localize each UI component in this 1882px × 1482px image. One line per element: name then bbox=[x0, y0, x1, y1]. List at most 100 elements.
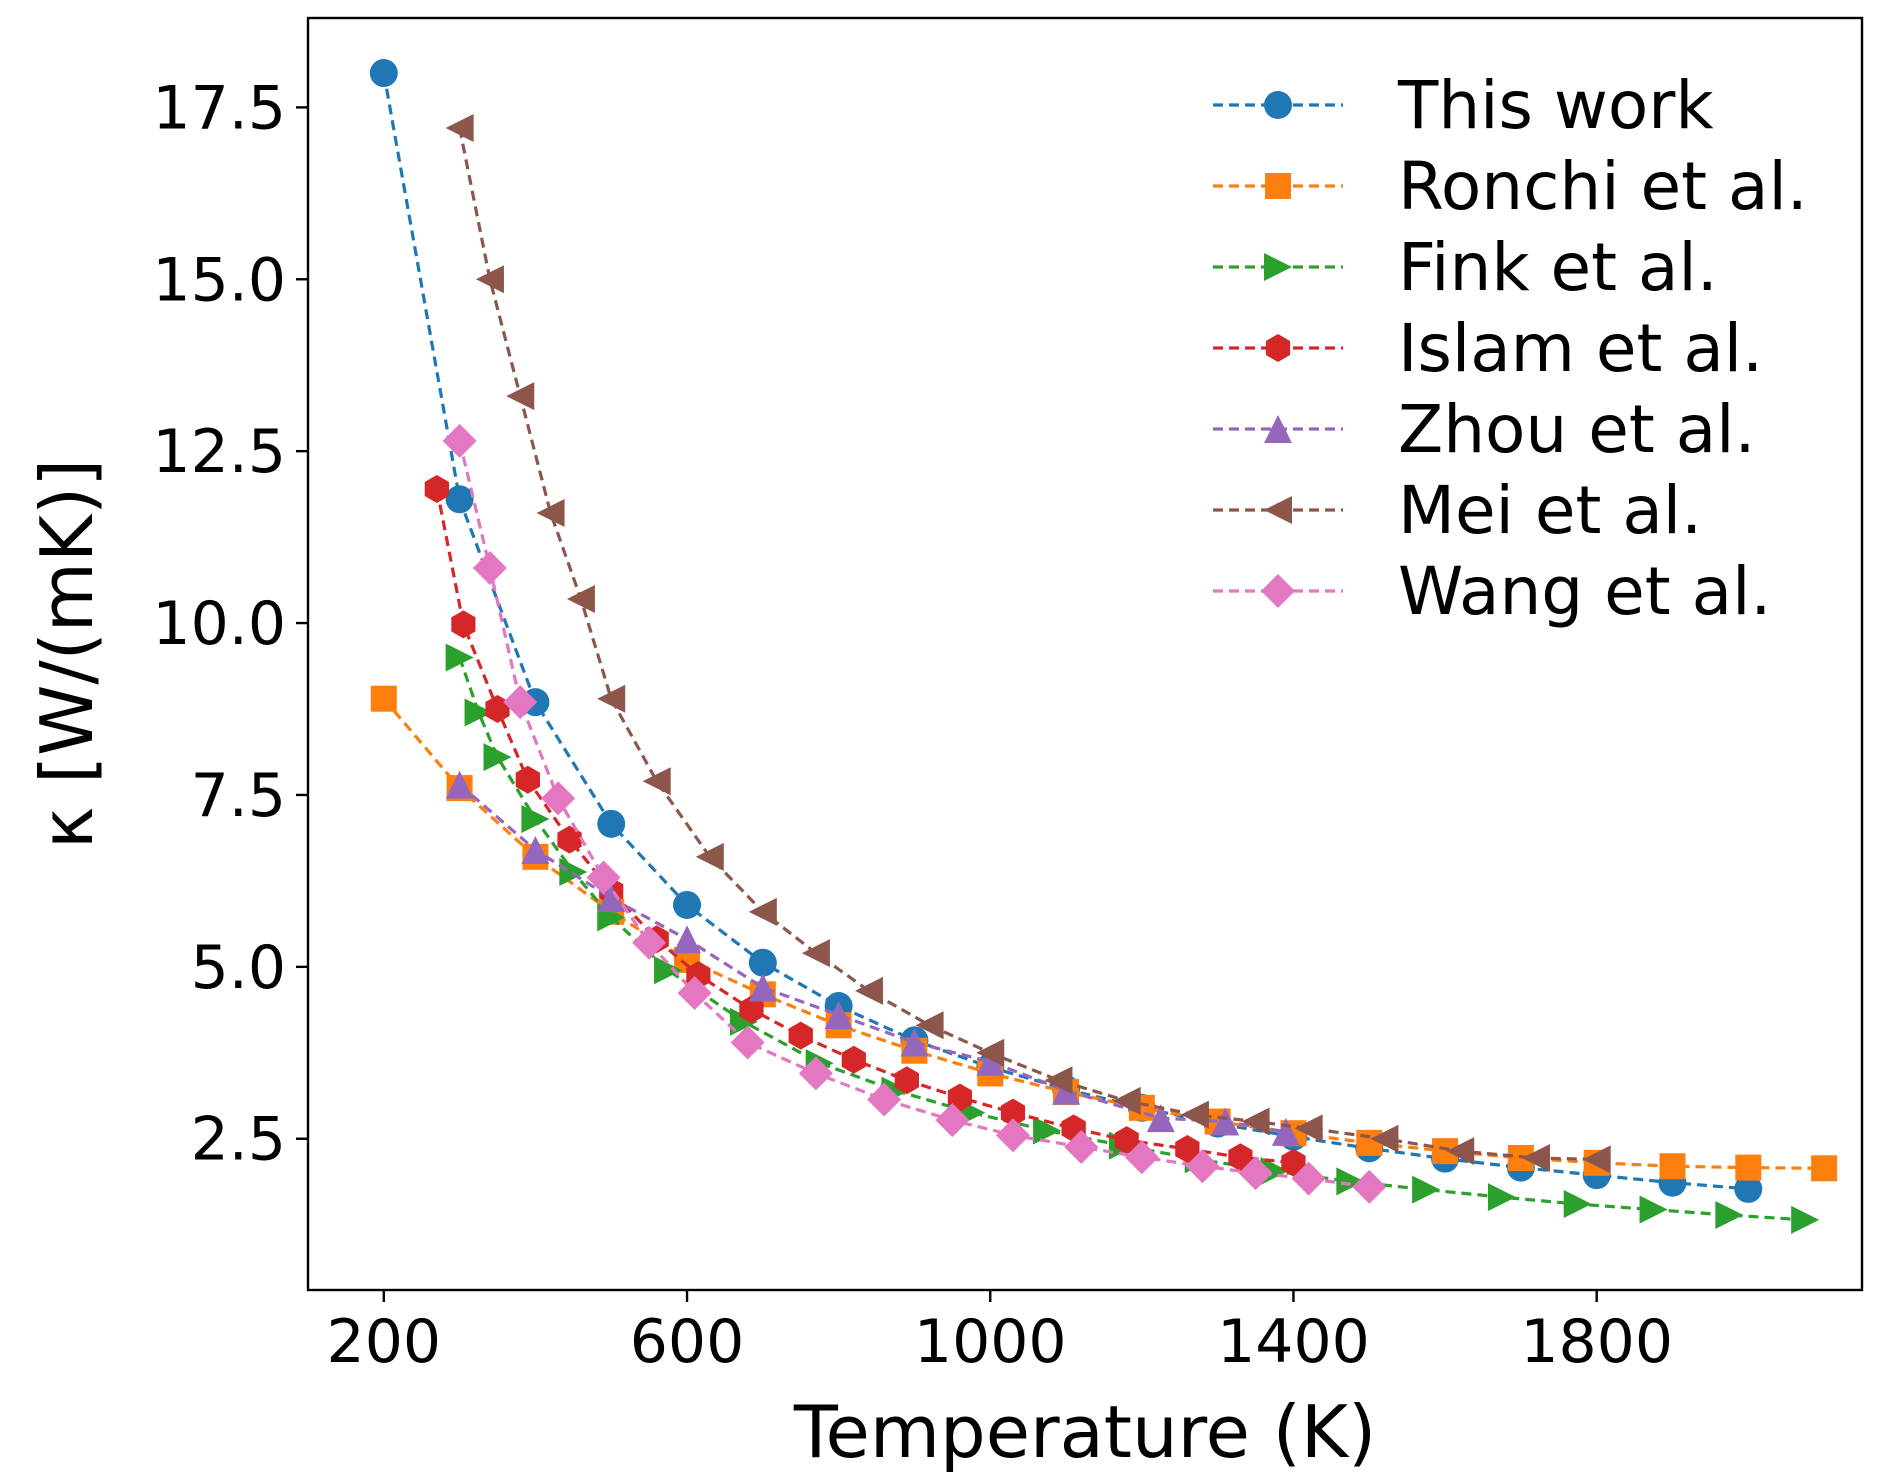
data-point bbox=[976, 1047, 1005, 1076]
data-point bbox=[370, 685, 397, 712]
data-point bbox=[1238, 1156, 1273, 1191]
data-point bbox=[506, 382, 535, 411]
data-point bbox=[445, 643, 474, 672]
data-point bbox=[597, 884, 626, 913]
data-point bbox=[695, 842, 724, 871]
data-point bbox=[748, 897, 777, 926]
series-line bbox=[458, 127, 1597, 1161]
legend-item: Zhou et al. bbox=[1213, 391, 1755, 468]
data-point bbox=[521, 805, 550, 834]
data-point bbox=[541, 781, 576, 816]
legend-item: Ronchi et al. bbox=[1213, 148, 1808, 225]
legend-marker bbox=[1261, 574, 1295, 608]
legend-marker bbox=[1264, 91, 1292, 119]
legend-item: Mei et al. bbox=[1213, 472, 1702, 549]
plot-frame bbox=[306, 16, 1864, 1292]
x-tick-label: 1400 bbox=[1217, 1307, 1370, 1377]
data-point bbox=[824, 1000, 853, 1029]
data-point bbox=[521, 835, 550, 864]
data-point bbox=[424, 475, 449, 503]
series-mei-et-al bbox=[445, 114, 1611, 1174]
data-point bbox=[1370, 1124, 1399, 1153]
x-axis-label: Temperature (K) bbox=[793, 1390, 1376, 1474]
data-point bbox=[1352, 1169, 1387, 1204]
data-point bbox=[1791, 1205, 1820, 1234]
data-point bbox=[464, 698, 493, 727]
y-tick-label: 17.5 bbox=[152, 73, 286, 143]
data-point bbox=[730, 1025, 765, 1060]
data-point bbox=[748, 973, 777, 1002]
data-point bbox=[586, 860, 621, 895]
data-point bbox=[915, 1011, 944, 1040]
data-point bbox=[472, 551, 507, 586]
data-point bbox=[1294, 1114, 1323, 1143]
y-axis-label: κ [W/(mK)] bbox=[25, 459, 109, 849]
legend-label: Ronchi et al. bbox=[1398, 148, 1808, 225]
data-point bbox=[642, 767, 671, 796]
x-axis: 200 600 1000 1400 1800 bbox=[327, 1290, 1673, 1377]
data-point bbox=[503, 685, 538, 720]
legend-item: Wang et al. bbox=[1213, 553, 1771, 630]
data-point bbox=[566, 584, 595, 613]
data-point bbox=[1659, 1153, 1686, 1180]
series-islam-et-al bbox=[424, 475, 1306, 1177]
data-point bbox=[1146, 1104, 1175, 1133]
data-point bbox=[1044, 1066, 1073, 1095]
data-point bbox=[483, 743, 512, 772]
legend-marker bbox=[1265, 173, 1291, 199]
legend-label: Mei et al. bbox=[1398, 472, 1702, 549]
y-tick-label: 5.0 bbox=[191, 933, 286, 1003]
series-layer bbox=[369, 59, 1838, 1234]
data-point bbox=[1211, 1107, 1240, 1136]
series-line bbox=[458, 783, 1287, 1134]
data-point bbox=[1582, 1145, 1611, 1174]
data-point bbox=[1412, 1175, 1441, 1204]
data-point bbox=[729, 1007, 758, 1036]
data-point bbox=[559, 857, 588, 886]
data-point bbox=[1522, 1143, 1551, 1172]
data-point bbox=[1446, 1137, 1475, 1166]
legend-label: This work bbox=[1397, 67, 1714, 144]
data-point bbox=[788, 1021, 813, 1050]
data-point bbox=[445, 114, 474, 143]
data-point bbox=[1228, 1143, 1253, 1172]
data-point bbox=[515, 765, 540, 794]
data-point bbox=[369, 59, 398, 88]
y-tick-label: 7.5 bbox=[191, 761, 286, 831]
data-point bbox=[445, 485, 474, 514]
legend-label: Islam et al. bbox=[1398, 310, 1763, 387]
legend-label: Wang et al. bbox=[1398, 553, 1771, 630]
data-point bbox=[739, 995, 764, 1024]
data-point bbox=[947, 1083, 972, 1112]
data-point bbox=[673, 925, 702, 954]
data-point bbox=[867, 1082, 902, 1117]
data-point bbox=[894, 1066, 919, 1095]
data-point bbox=[798, 1056, 833, 1091]
data-point bbox=[536, 499, 565, 528]
data-point bbox=[1180, 1100, 1209, 1129]
data-point bbox=[632, 925, 667, 960]
legend-marker bbox=[1265, 334, 1291, 362]
data-point bbox=[1563, 1190, 1592, 1219]
data-point bbox=[1112, 1086, 1141, 1115]
y-tick-label: 10.0 bbox=[152, 589, 286, 659]
legend-item: This work bbox=[1213, 67, 1714, 144]
data-point bbox=[677, 975, 712, 1010]
data-point bbox=[1241, 1107, 1270, 1136]
data-point bbox=[654, 956, 683, 985]
x-tick-label: 200 bbox=[327, 1307, 442, 1377]
series-zhou-et-al bbox=[445, 770, 1300, 1146]
y-tick-label: 15.0 bbox=[152, 245, 286, 315]
data-point bbox=[445, 770, 474, 799]
data-point bbox=[801, 939, 830, 968]
data-point bbox=[1715, 1201, 1744, 1230]
legend-label: Zhou et al. bbox=[1398, 391, 1755, 468]
data-point bbox=[597, 684, 626, 713]
data-point bbox=[1735, 1154, 1762, 1181]
data-point bbox=[1000, 1098, 1026, 1127]
data-point bbox=[442, 423, 477, 458]
data-point bbox=[597, 809, 626, 838]
data-point bbox=[995, 1118, 1030, 1153]
